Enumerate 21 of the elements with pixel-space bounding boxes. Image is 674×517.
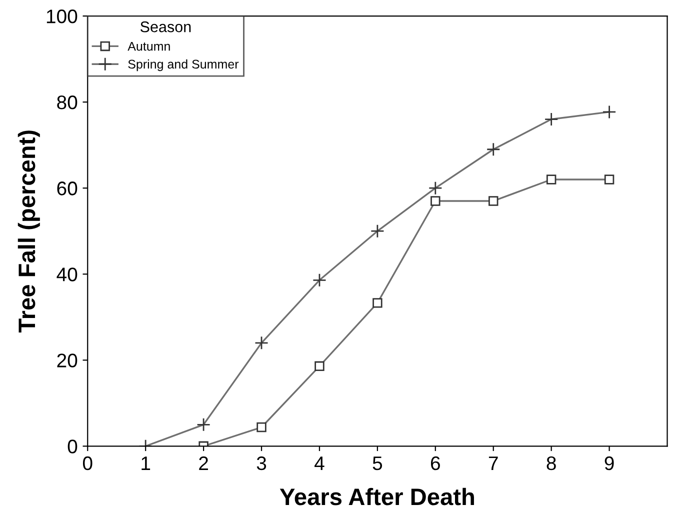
x-tick-label: 6 [430,456,440,470]
x-tick-label: 7 [488,456,498,470]
y-tick-label: 60 [57,182,78,196]
legend-label: Autumn [128,42,170,51]
x-tick-label: 0 [82,456,92,470]
legend-title: Season [140,21,191,32]
y-tick-label: 0 [68,440,78,454]
y-axis-title: Tree Fall (percent) [18,130,40,333]
x-tick-label: 2 [199,456,208,470]
y-tick-label: 20 [57,354,78,368]
x-axis-title: Years After Death [280,488,474,506]
x-tick-label: 8 [546,456,556,470]
x-tick-label: 3 [256,456,266,470]
y-tick-label: 100 [46,9,78,24]
y-tick-label: 40 [56,268,78,282]
x-tick-label: 9 [604,456,614,470]
x-tick-label: 5 [372,456,382,470]
x-tick-label: 1 [142,456,150,470]
x-tick-label: 4 [314,456,324,470]
legend-label: Spring and Summer [128,59,239,72]
y-tick-label: 80 [57,96,78,110]
